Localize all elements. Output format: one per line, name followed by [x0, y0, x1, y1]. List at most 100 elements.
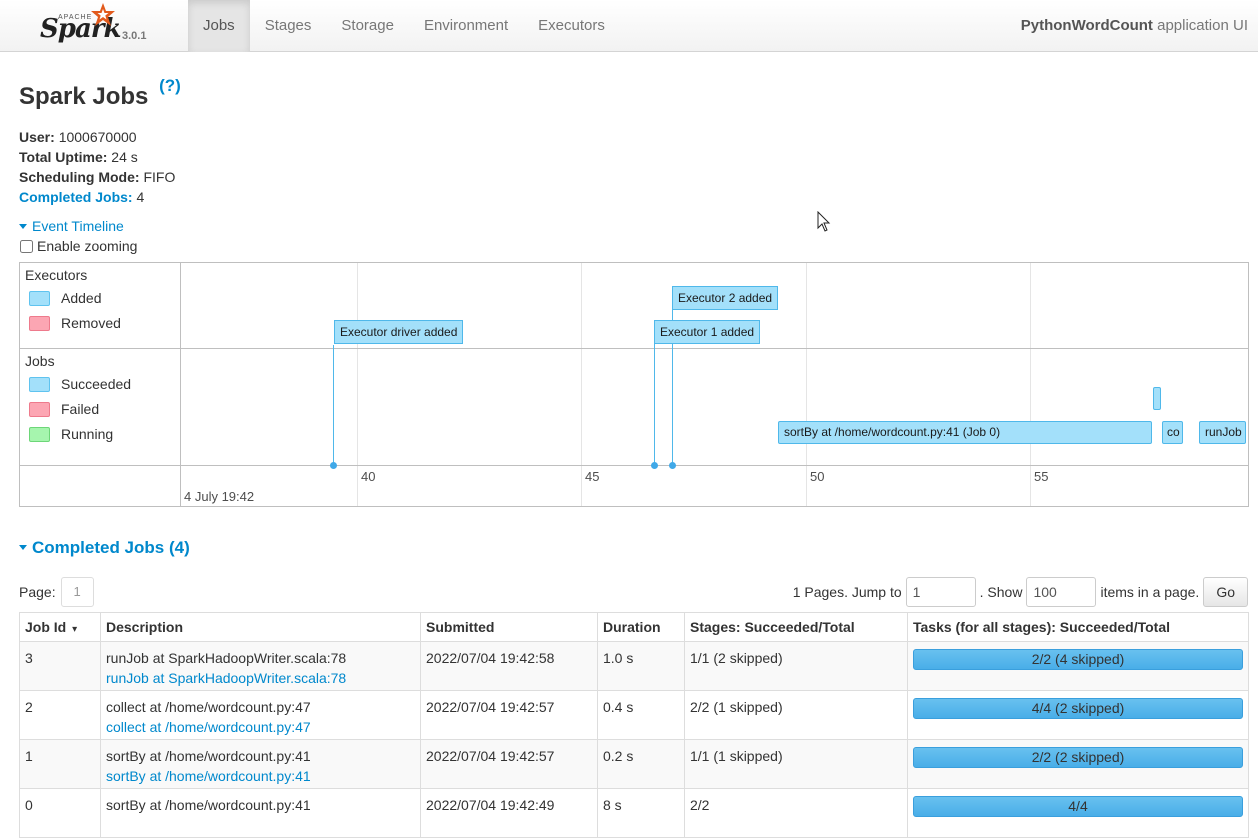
removed-swatch [29, 315, 50, 331]
executors-group-title: Executors [25, 267, 88, 283]
tasks-progress-bar: 2/2 (2 skipped) [913, 747, 1243, 768]
tab-jobs[interactable]: Jobs [188, 0, 250, 52]
job-description: collect at /home/wordcount.py:47 [106, 699, 311, 715]
app-suffix: application UI [1157, 17, 1248, 34]
submitted-cell: 2022/07/04 19:42:58 [420, 641, 598, 691]
col-stages[interactable]: Stages: Succeeded/Total [684, 612, 908, 642]
duration-cell: 0.4 s [597, 690, 685, 740]
completed-jobs-section-toggle[interactable]: Completed Jobs (4) [19, 538, 190, 558]
legend-failed: Failed [29, 401, 99, 417]
jobs-group-title: Jobs [25, 353, 55, 369]
description-cell: sortBy at /home/wordcount.py:41 [100, 788, 421, 838]
page-size-input[interactable] [1026, 577, 1097, 607]
stages-cell: 1/1 (1 skipped) [684, 739, 908, 789]
current-page[interactable]: 1 [60, 577, 94, 607]
executor-driver-added[interactable]: Executor driver added [334, 320, 464, 344]
tasks-cell: 4/4 (2 skipped) [907, 690, 1249, 740]
tab-storage[interactable]: Storage [341, 17, 394, 34]
enable-zooming-checkbox[interactable] [20, 239, 33, 253]
job-description: sortBy at /home/wordcount.py:41 [106, 797, 311, 813]
axis-date-label: 4 July 19:42 [184, 489, 255, 504]
executor-event-line [672, 310, 673, 463]
succeeded-swatch [29, 376, 50, 392]
tasks-progress-bar: 4/4 [913, 796, 1243, 817]
page-title: Spark Jobs (?) [19, 76, 181, 111]
caret-down-icon [19, 223, 27, 229]
jump-to-page-input[interactable] [905, 577, 976, 607]
executor-1-added[interactable]: Executor 1 added [654, 320, 761, 344]
col-submitted[interactable]: Submitted [420, 612, 598, 642]
stages-cell: 2/2 [684, 788, 908, 838]
job-detail-link[interactable]: runJob at SparkHadoopWriter.scala:78 [106, 670, 347, 686]
failed-swatch [29, 401, 50, 417]
app-title: PythonWordCount application UI [1021, 0, 1248, 52]
spark-logo[interactable]: Spark APACHE 3.0.1 [36, 3, 156, 48]
job-id-cell: 0 [19, 788, 101, 838]
job-bar-0[interactable]: sortBy at /home/wordcount.py:41 (Job 0) [778, 421, 1152, 444]
event-timeline-label: Event Timeline [32, 218, 124, 234]
job-bar-3[interactable]: runJob [1199, 421, 1246, 444]
description-cell: runJob at SparkHadoopWriter.scala:78 run… [100, 641, 421, 691]
executor-event-dot [651, 462, 658, 469]
table-row: 2 collect at /home/wordcount.py:47 colle… [19, 690, 1249, 740]
table-row: 3 runJob at SparkHadoopWriter.scala:78 r… [19, 641, 1249, 691]
tab-environment[interactable]: Environment [423, 17, 509, 34]
submitted-cell: 2022/07/04 19:42:57 [420, 739, 598, 789]
event-timeline[interactable]: Executors Added Removed Jobs Succeeded F… [19, 262, 1249, 507]
description-cell: sortBy at /home/wordcount.py:41 sortBy a… [100, 739, 421, 789]
completed-jobs-link[interactable]: Completed Jobs: [19, 189, 133, 205]
table-header-row: Job Id ▾ Description Submitted Duration … [19, 612, 1249, 642]
job-id-cell: 1 [19, 739, 101, 789]
job-description: sortBy at /home/wordcount.py:41 [106, 748, 311, 764]
summary-completed-jobs: Completed Jobs: 4 [19, 189, 145, 205]
enable-zooming-label: Enable zooming [37, 238, 138, 254]
table-row: 0 sortBy at /home/wordcount.py:41 2022/0… [19, 788, 1249, 838]
job-id-cell: 3 [19, 641, 101, 691]
col-job-id[interactable]: Job Id ▾ [19, 612, 101, 642]
executor-event-line [333, 345, 334, 463]
legend-added: Added [29, 290, 101, 306]
col-tasks[interactable]: Tasks (for all stages): Succeeded/Total [907, 612, 1249, 642]
timeline-divider [20, 348, 1248, 349]
job-bar-1[interactable] [1153, 387, 1161, 410]
pages-text: 1 Pages. Jump to [792, 584, 902, 600]
col-description[interactable]: Description [100, 612, 421, 642]
spark-star-icon [91, 3, 115, 26]
col-duration[interactable]: Duration [597, 612, 685, 642]
tab-executors[interactable]: Executors [538, 17, 605, 34]
enable-zooming[interactable]: Enable zooming [19, 238, 137, 254]
submitted-cell: 2022/07/04 19:42:57 [420, 690, 598, 740]
spark-logo-apache: APACHE [58, 14, 93, 21]
job-bar-2[interactable]: co [1162, 421, 1183, 444]
tasks-cell: 4/4 [907, 788, 1249, 838]
job-detail-link[interactable]: collect at /home/wordcount.py:47 [106, 719, 311, 735]
axis-tick-label: 40 [361, 469, 376, 484]
sort-desc-icon: ▾ [72, 624, 78, 635]
completed-jobs-title: Completed Jobs (4) [32, 538, 190, 557]
job-detail-link[interactable]: sortBy at /home/wordcount.py:41 [106, 768, 311, 784]
summary-uptime: Total Uptime: 24 s [19, 149, 138, 165]
timeline-gridline [357, 263, 358, 506]
legend-removed: Removed [29, 315, 121, 331]
running-swatch [29, 426, 50, 442]
top-navbar: Spark APACHE 3.0.1 Jobs Stages Storage E… [0, 0, 1258, 52]
executor-2-added[interactable]: Executor 2 added [672, 286, 779, 310]
app-name: PythonWordCount [1020, 17, 1153, 34]
executor-event-line [654, 344, 655, 463]
stages-cell: 2/2 (1 skipped) [684, 690, 908, 740]
go-button[interactable]: Go [1203, 577, 1248, 607]
duration-cell: 8 s [597, 788, 685, 838]
job-id-cell: 2 [19, 690, 101, 740]
tasks-cell: 2/2 (2 skipped) [907, 739, 1249, 789]
mouse-cursor-icon [817, 211, 831, 232]
tab-stages[interactable]: Stages [264, 17, 312, 34]
submitted-cell: 2022/07/04 19:42:49 [420, 788, 598, 838]
help-link[interactable]: (?) [159, 76, 181, 95]
timeline-gridline [806, 263, 807, 506]
tasks-progress-bar: 2/2 (4 skipped) [913, 649, 1243, 670]
pager-right: 1 Pages. Jump to . Show items in a page.… [793, 577, 1248, 607]
event-timeline-toggle[interactable]: Event Timeline [19, 218, 124, 234]
tasks-cell: 2/2 (4 skipped) [907, 641, 1249, 691]
timeline-gridline [1030, 263, 1031, 506]
axis-tick-label: 55 [1034, 469, 1049, 484]
